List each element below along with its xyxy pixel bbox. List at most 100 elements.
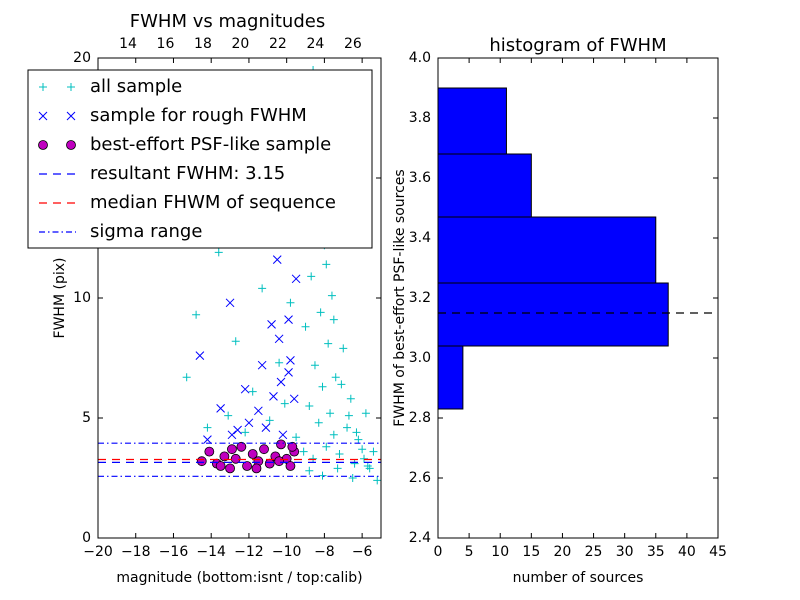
x-tick-label: −14 [196, 544, 226, 560]
marker [316, 308, 325, 317]
x-tick-label: −8 [314, 544, 335, 560]
x-tick-label: −18 [121, 544, 151, 560]
marker [38, 140, 48, 150]
x-tick-label: 5 [465, 544, 474, 560]
marker [373, 476, 381, 485]
x-tick-label: 35 [647, 544, 665, 560]
marker [192, 310, 201, 319]
marker [287, 441, 298, 452]
bar [437, 345, 464, 410]
marker [299, 447, 308, 456]
marker [259, 444, 269, 455]
marker [327, 291, 336, 300]
marker [274, 456, 285, 467]
marker [324, 339, 333, 348]
marker [274, 334, 284, 344]
x-tick-label: 30 [616, 544, 634, 560]
x-tick-label: 25 [585, 544, 603, 560]
marker [307, 272, 316, 281]
marker [241, 428, 250, 437]
x-tick-label: −10 [272, 544, 302, 560]
marker [276, 377, 286, 387]
marker [286, 298, 295, 307]
marker [231, 337, 240, 346]
bar [437, 216, 657, 284]
x-tick-label: 20 [554, 544, 572, 560]
marker [285, 461, 296, 471]
marker [346, 394, 355, 403]
marker [309, 454, 318, 463]
marker [339, 344, 348, 353]
marker [203, 423, 212, 432]
y-tick-label: 5 [82, 410, 91, 426]
marker [224, 411, 233, 420]
x2-tick-label: 16 [157, 36, 175, 52]
marker [219, 451, 230, 462]
marker [284, 368, 293, 377]
marker [358, 445, 367, 454]
marker [284, 315, 293, 324]
marker [258, 284, 267, 293]
x-tick-label: −20 [83, 544, 113, 560]
marker [363, 462, 372, 470]
bar [437, 87, 507, 155]
marker [310, 361, 319, 370]
marker [216, 404, 225, 413]
legend-label: sample for rough FWHM [90, 105, 307, 126]
marker [269, 392, 278, 401]
marker [335, 450, 344, 458]
marker [248, 387, 257, 396]
marker [329, 315, 338, 324]
marker [39, 83, 47, 91]
x2-tick-label: 18 [194, 36, 212, 52]
marker [314, 418, 323, 427]
y-tick-label: 3.4 [409, 230, 431, 246]
marker [247, 449, 258, 459]
marker [67, 83, 75, 91]
x-tick-label: 10 [491, 544, 509, 560]
y-tick-label: 10 [73, 290, 91, 306]
marker [225, 463, 235, 474]
marker [38, 111, 48, 121]
marker [204, 446, 215, 457]
y-tick-label: 0 [82, 530, 91, 546]
marker [230, 453, 241, 464]
chart-title: histogram of FWHM [489, 35, 666, 56]
marker [286, 356, 295, 365]
chart-title: FWHM vs magnitudes [130, 11, 325, 32]
x-tick-label: −6 [352, 544, 373, 560]
x-axis-label: number of sources [513, 570, 644, 586]
y-tick-label: 2.8 [409, 410, 431, 426]
marker [354, 435, 363, 444]
y-tick-label: 2.4 [409, 530, 431, 546]
marker [331, 373, 340, 382]
marker [214, 248, 223, 257]
y-tick-label: 2.6 [409, 470, 431, 486]
marker [348, 474, 357, 482]
marker [292, 433, 301, 442]
marker [360, 454, 369, 463]
legend-label: best-effort PSF-like sample [90, 134, 331, 155]
marker [182, 373, 191, 382]
marker [352, 428, 361, 437]
x2-tick-label: 20 [232, 36, 250, 52]
y-tick-label: 4.0 [409, 50, 431, 66]
marker [244, 418, 254, 428]
marker [236, 441, 247, 452]
x-tick-label: 0 [434, 544, 443, 560]
x-tick-label: 15 [522, 544, 540, 560]
marker [350, 459, 359, 468]
x-axis-label: magnitude (bottom:isnt / top:calib) [116, 570, 362, 586]
marker [254, 406, 263, 416]
marker [242, 461, 252, 471]
marker [278, 430, 288, 440]
legend-label: all sample [90, 76, 182, 97]
axes-frame [97, 57, 382, 539]
marker [322, 442, 331, 451]
marker [343, 423, 352, 432]
marker [233, 425, 242, 435]
axes-frame [437, 57, 719, 539]
legend-label: sigma range [90, 221, 202, 242]
y-tick-label: 3.6 [409, 170, 431, 186]
